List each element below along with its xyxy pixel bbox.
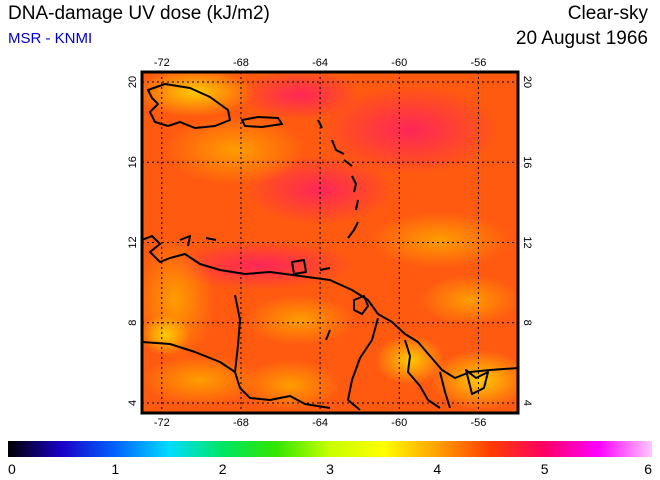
lon-tick-label: -64: [312, 417, 328, 429]
lat-tick-label: 16: [127, 156, 139, 168]
lon-tick-label: -64: [312, 57, 328, 69]
colorbar-tick-label: 2: [219, 461, 227, 477]
map-frame: [140, 70, 520, 415]
lon-tick-label: -72: [154, 57, 170, 69]
coastlines: [142, 83, 518, 411]
lat-ticks-right: 4 8 12 16 20: [521, 76, 533, 406]
map-title: DNA-damage UV dose (kJ/m2): [8, 3, 270, 24]
uv-field: [142, 72, 518, 413]
colorbar-tick-label: 6: [644, 461, 652, 477]
lon-tick-label: -60: [391, 417, 407, 429]
lat-tick-label: 12: [127, 236, 139, 248]
lat-tick-label: 8: [127, 320, 139, 326]
lat-ticks-left: 4 8 12 16 20: [127, 76, 139, 406]
lon-tick-label: -60: [391, 57, 407, 69]
lon-tick-label: -56: [470, 57, 486, 69]
lon-tick-label: -56: [470, 417, 486, 429]
lat-tick-label: 16: [521, 156, 533, 168]
colorbar-tick-label: 3: [326, 461, 334, 477]
colorbar-ticks: 0 1 2 3 4 5 6: [8, 461, 652, 477]
lat-tick-label: 8: [521, 320, 533, 326]
lat-tick-label: 20: [127, 76, 139, 88]
lat-tick-label: 4: [521, 400, 533, 406]
colorbar-tick-label: 0: [8, 461, 16, 477]
source-label: MSR - KNMI: [8, 30, 93, 47]
date-label: 20 August 1966: [515, 28, 648, 49]
lon-ticks-bottom: -72 -68 -64 -60 -56: [154, 417, 487, 429]
lat-tick-label: 12: [521, 236, 533, 248]
lon-tick-label: -68: [233, 417, 249, 429]
condition-label: Clear-sky: [567, 3, 648, 24]
grid-lines: [142, 72, 518, 413]
lon-ticks-top: -72 -68 -64 -60 -56: [154, 57, 487, 69]
lon-tick-label: -68: [233, 57, 249, 69]
lat-tick-label: 20: [521, 76, 533, 88]
colorbar-gradient: [8, 441, 652, 457]
colorbar-tick-label: 4: [433, 461, 441, 477]
lon-tick-label: -72: [154, 417, 170, 429]
lat-tick-label: 4: [127, 400, 139, 406]
colorbar-tick-label: 5: [541, 461, 549, 477]
colorbar-tick-label: 1: [111, 461, 119, 477]
